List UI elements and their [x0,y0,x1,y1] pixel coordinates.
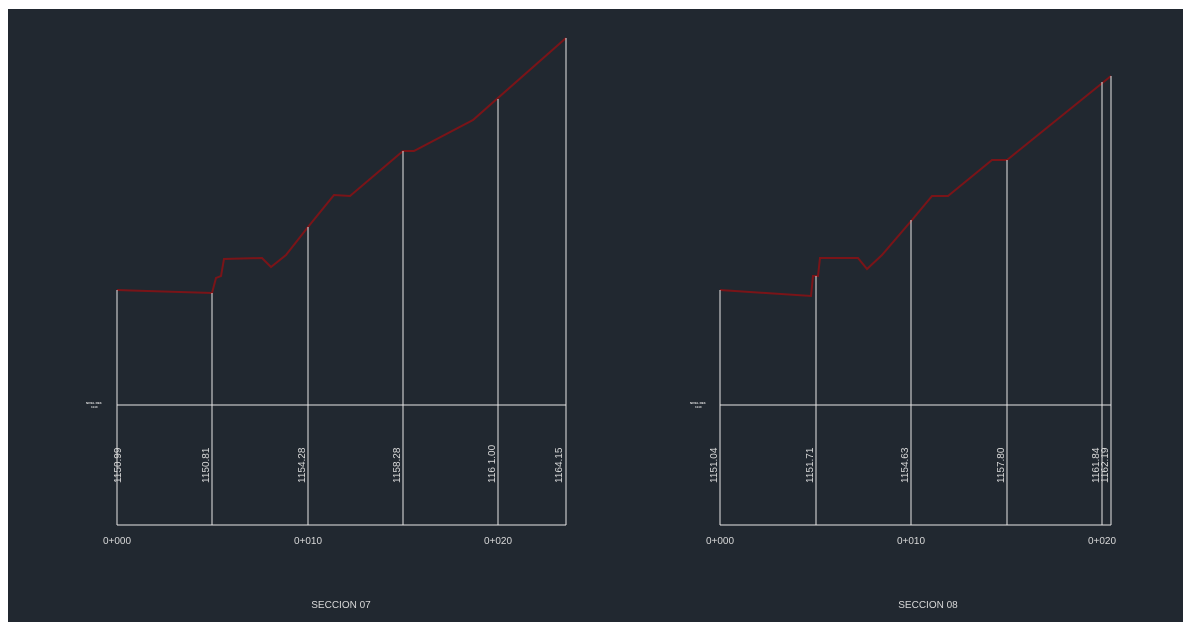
elevation-label: 1154.28 [297,447,308,483]
elevation-label: 1162.19 [1100,447,1111,483]
svg-text:1140: 1140 [91,405,98,409]
datum-label: NIVEL REF. 1140 [690,401,706,409]
elevation-label: 1157.80 [996,447,1007,483]
elevation-label: 1151.04 [709,447,720,483]
section-title: SECCION 07 [311,600,371,611]
elevation-label: 1164.15 [554,447,565,483]
chainage-label: 0+010 [294,536,323,547]
section-08: NIVEL REF. 1140 1151.04 1151.71 1154.63 … [690,75,1117,611]
chainage-label: 0+000 [103,536,132,547]
elevation-label: 116 1.00 [487,444,498,483]
elevation-label: 1154.63 [900,447,911,483]
chainage-label: 0+010 [897,536,926,547]
chainage-label: 0+020 [1088,536,1117,547]
section-07: NIVEL REF. 1140 1150.99 1150.81 1154.28 … [86,37,567,611]
svg-text:NIVEL REF.: NIVEL REF. [690,401,706,405]
datum-label: NIVEL REF. 1140 [86,401,102,409]
chainage-label: 0+000 [706,536,735,547]
svg-text:NIVEL REF.: NIVEL REF. [86,401,102,405]
elevation-label: 1158.28 [392,447,403,483]
chainage-label: 0+020 [484,536,513,547]
elevation-label: 1161.84 [1091,447,1102,483]
svg-text:1140: 1140 [695,405,702,409]
terrain-profile-line [719,75,1112,298]
cad-drawing-canvas[interactable] [8,9,1183,622]
elevation-label: 1151.71 [805,447,816,483]
section-title: SECCION 08 [898,600,958,611]
terrain-profile-line [116,37,567,295]
elevation-label: 1150.81 [201,447,212,483]
elevation-label: 1150.99 [113,447,124,483]
